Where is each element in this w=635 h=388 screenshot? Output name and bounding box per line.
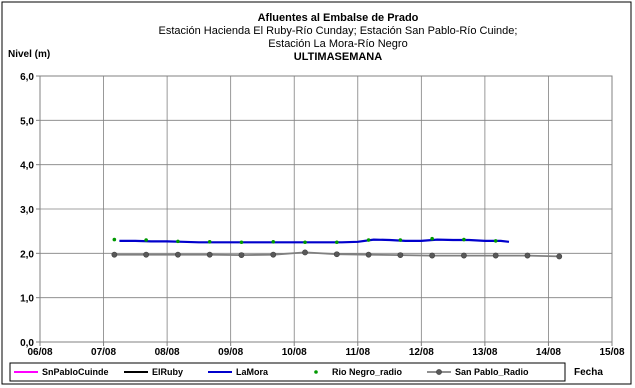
grid bbox=[40, 76, 612, 342]
data-point-san-pablo-radio bbox=[302, 249, 308, 256]
data-point-san-pablo-radio bbox=[333, 251, 340, 258]
y-tick-label: 0,0 bbox=[20, 338, 34, 349]
x-tick-label: 15/08 bbox=[599, 347, 624, 358]
legend-label-lamora: LaMora bbox=[236, 367, 269, 377]
legend-label-san-pablo-radio: San Pablo_Radio bbox=[455, 367, 529, 377]
legend-swatch-rio-negro-radio bbox=[314, 370, 318, 374]
data-point-rio-negro-radio bbox=[493, 239, 498, 243]
y-axis-title: Nivel (m) bbox=[8, 49, 50, 60]
data-point-rio-negro-radio bbox=[366, 238, 371, 242]
x-tick-label: 11/08 bbox=[346, 347, 371, 358]
y-tick-label: 1,0 bbox=[20, 294, 34, 305]
y-tick-label: 2,0 bbox=[20, 249, 34, 260]
chart-title-line-4: ULTIMASEMANA bbox=[294, 51, 382, 63]
data-point-rio-negro-radio bbox=[207, 240, 212, 244]
data-point-rio-negro-radio bbox=[462, 237, 466, 242]
legend-item-snpablocuinde: SnPabloCuinde bbox=[14, 367, 109, 377]
x-tick-label: 10/08 bbox=[282, 347, 307, 358]
data-point-rio-negro-radio bbox=[271, 240, 276, 244]
legend-item-elruby: ElRuby bbox=[124, 367, 183, 377]
legend-label-rio-negro-radio: Rio Negro_radio bbox=[332, 367, 403, 377]
x-tick-labels: 06/08 07/08 08/08 09/08 10/08 11/08 12/08 13/08… bbox=[27, 347, 624, 358]
chart-title: Afluentes al Embalse de Prado Estación H… bbox=[159, 12, 518, 63]
legend-box bbox=[9, 362, 566, 382]
y-tick-label: 5,0 bbox=[20, 116, 34, 127]
x-tick-label: 07/08 bbox=[91, 347, 116, 358]
legend: SnPabloCuinde ElRuby LaMora Rio Negro_radio… bbox=[14, 367, 529, 377]
y-tick-label: 4,0 bbox=[20, 161, 34, 172]
series-layer bbox=[111, 236, 563, 260]
data-point-san-pablo-radio bbox=[270, 251, 277, 258]
y-tick-labels: 0,0 1,0 2,0 3,0 4,0 5,0 6,0 bbox=[20, 72, 34, 349]
legend-item-rio-negro-radio: Rio Negro_radio bbox=[314, 367, 403, 377]
data-point-rio-negro-radio bbox=[303, 240, 307, 245]
series-san-pablo-radio bbox=[111, 249, 563, 260]
data-point-rio-negro-radio bbox=[398, 238, 403, 242]
chart-title-line-3: Estación La Mora-Río Negro bbox=[268, 38, 407, 50]
data-point-rio-negro-radio bbox=[144, 238, 148, 242]
data-point-san-pablo-radio bbox=[429, 252, 436, 259]
data-point-san-pablo-radio bbox=[492, 252, 499, 259]
x-axis-title: Fecha bbox=[574, 367, 603, 378]
chart-title-line-1: Afluentes al Embalse de Prado bbox=[258, 12, 419, 24]
data-point-san-pablo-radio bbox=[556, 253, 563, 260]
data-point-san-pablo-radio bbox=[238, 252, 245, 259]
data-point-san-pablo-radio bbox=[524, 252, 531, 259]
legend-label-elruby: ElRuby bbox=[152, 367, 183, 377]
data-point-san-pablo-radio bbox=[365, 251, 372, 258]
x-tick-label: 12/08 bbox=[409, 347, 434, 358]
data-point-rio-negro-radio bbox=[335, 240, 339, 245]
chart-title-line-2: Estación Hacienda El Ruby-Río Cunday; Es… bbox=[159, 25, 518, 37]
data-point-rio-negro-radio bbox=[112, 237, 117, 242]
data-point-san-pablo-radio bbox=[461, 252, 467, 259]
legend-swatch-san-pablo-radio bbox=[436, 369, 442, 375]
y-tick-label: 3,0 bbox=[20, 205, 34, 216]
x-tick-label: 06/08 bbox=[27, 347, 52, 358]
x-tick-label: 13/08 bbox=[472, 347, 497, 358]
series-lamora bbox=[119, 238, 510, 244]
y-tick-label: 6,0 bbox=[20, 72, 34, 83]
data-point-rio-negro-radio bbox=[430, 236, 434, 241]
data-point-san-pablo-radio bbox=[206, 251, 213, 258]
series-rio-negro-radio bbox=[112, 236, 498, 245]
x-tick-label: 14/08 bbox=[536, 347, 561, 358]
data-point-san-pablo-radio bbox=[175, 251, 181, 258]
legend-item-san-pablo-radio: San Pablo_Radio bbox=[427, 367, 529, 377]
data-point-san-pablo-radio bbox=[143, 251, 150, 258]
legend-item-lamora: LaMora bbox=[208, 367, 269, 377]
legend-label-snpablocuinde: SnPabloCuinde bbox=[42, 367, 109, 377]
x-tick-label: 09/08 bbox=[218, 347, 243, 358]
data-point-san-pablo-radio bbox=[397, 252, 404, 259]
series-line-lamora bbox=[119, 238, 510, 244]
x-tick-label: 08/08 bbox=[155, 347, 180, 358]
data-point-san-pablo-radio bbox=[111, 251, 118, 258]
data-point-rio-negro-radio bbox=[176, 239, 180, 244]
data-point-rio-negro-radio bbox=[239, 240, 244, 245]
axes bbox=[36, 75, 613, 346]
